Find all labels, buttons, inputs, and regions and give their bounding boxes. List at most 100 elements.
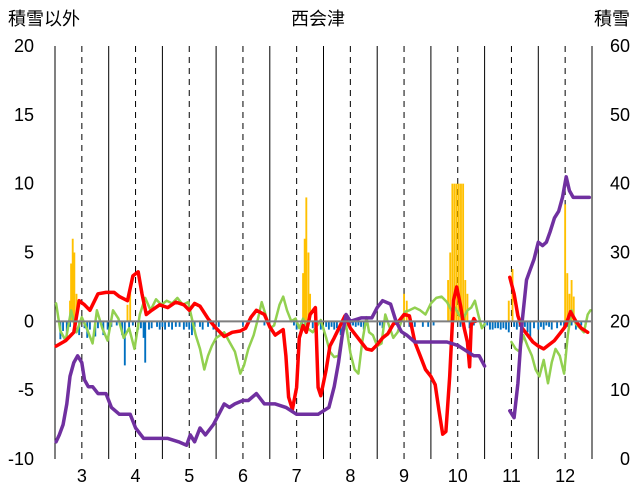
bar (529, 321, 532, 340)
bar (357, 321, 360, 326)
series-line (54, 295, 486, 375)
y-tick-right: 60 (610, 36, 630, 56)
bar (263, 321, 266, 326)
bar (542, 321, 545, 330)
bar (497, 321, 499, 329)
bar (156, 321, 158, 327)
left-axis-title: 積雪以外 (8, 9, 80, 29)
bar (148, 321, 150, 330)
bar (167, 321, 170, 327)
y-tick-left: 20 (14, 36, 34, 56)
bar (362, 321, 365, 330)
bar (515, 321, 518, 330)
bar (193, 321, 196, 327)
bar (139, 321, 142, 329)
bar (161, 321, 164, 327)
bar (309, 293, 312, 322)
grid-lines (54, 46, 593, 459)
x-tick: 3 (77, 466, 87, 486)
bar (201, 321, 204, 330)
bar (489, 321, 491, 330)
y-tick-right: 40 (610, 174, 630, 194)
bar (71, 238, 74, 322)
y-tick-right: 0 (620, 449, 630, 469)
bar (566, 273, 569, 322)
bar (537, 321, 540, 330)
bar (513, 321, 516, 327)
bar (451, 183, 454, 322)
bar (144, 321, 147, 363)
bar (178, 321, 181, 327)
bar (457, 183, 460, 322)
bar (319, 321, 322, 330)
bar (421, 321, 424, 327)
bar (293, 321, 295, 326)
bar (511, 269, 514, 322)
bar (158, 321, 161, 330)
bar (460, 183, 462, 322)
series-line (54, 270, 478, 436)
bar (330, 321, 333, 327)
bar (447, 280, 450, 322)
bar (505, 321, 508, 330)
series-line (54, 298, 487, 447)
bar (62, 321, 64, 331)
x-tick: 11 (502, 466, 521, 486)
x-tick: 12 (555, 466, 575, 486)
bar (70, 263, 73, 322)
bar (311, 321, 314, 329)
bar (190, 321, 193, 336)
bar (303, 238, 306, 322)
bar (242, 321, 244, 326)
bar (427, 321, 430, 327)
x-tick: 5 (184, 466, 194, 486)
bar (142, 321, 145, 338)
x-tick: 8 (345, 466, 355, 486)
bar (199, 321, 201, 327)
bar (468, 321, 471, 329)
bar (185, 321, 188, 327)
bar (453, 183, 456, 322)
bar (507, 321, 510, 333)
bar (466, 293, 469, 322)
bar (568, 293, 571, 322)
x-tick: 10 (448, 466, 468, 486)
line-series (54, 175, 592, 447)
bar (302, 273, 305, 322)
bar (564, 204, 567, 322)
bar (432, 321, 435, 326)
bar (486, 321, 489, 326)
bar (307, 252, 310, 322)
bar (449, 252, 452, 322)
y-tick-left: 5 (24, 243, 34, 263)
bar (123, 321, 126, 366)
bar (570, 321, 573, 326)
bar (131, 321, 134, 326)
bar (559, 321, 562, 326)
bar (305, 197, 308, 322)
bar (540, 321, 542, 327)
chart-title: 西会津 (291, 9, 345, 29)
bar (533, 321, 535, 329)
bar (182, 321, 185, 330)
bar (580, 321, 583, 326)
y-tick-right: 50 (610, 105, 630, 125)
bar (333, 321, 336, 330)
bar (378, 321, 381, 326)
bar (73, 252, 76, 322)
bar (352, 321, 354, 326)
bar (188, 321, 191, 330)
bar (129, 286, 132, 322)
x-tick: 6 (238, 466, 248, 486)
bar (150, 321, 153, 329)
bar (174, 321, 177, 327)
bar (381, 321, 384, 329)
bar (548, 321, 550, 327)
bar (494, 321, 497, 329)
bar (491, 321, 494, 330)
bar (499, 321, 502, 330)
bar (570, 280, 573, 322)
series-line (508, 175, 592, 420)
